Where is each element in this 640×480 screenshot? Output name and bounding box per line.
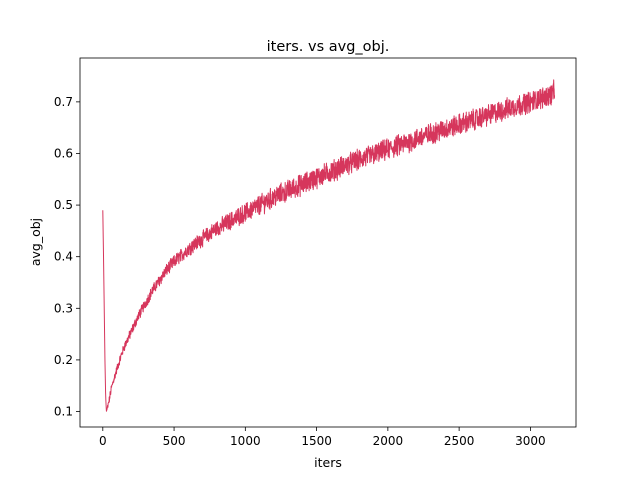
plot-area — [102, 79, 556, 412]
y-tick-label: 0.2 — [54, 353, 73, 367]
x-axis: 0 500 1000 1500 2000 2500 3000 — [99, 427, 546, 448]
axes-frame — [79, 57, 577, 428]
y-axis: 0.1 0.2 0.3 0.4 0.5 0.6 0.7 — [54, 95, 80, 419]
series-line — [102, 79, 556, 412]
x-tick-label: 500 — [163, 434, 186, 448]
x-tick-label: 2500 — [444, 434, 475, 448]
x-tick-label: 1500 — [301, 434, 332, 448]
y-tick-label: 0.5 — [54, 198, 73, 212]
y-tick-label: 0.4 — [54, 250, 73, 264]
y-tick-label: 0.3 — [54, 301, 73, 315]
y-tick-label: 0.1 — [54, 405, 73, 419]
x-tick-label: 0 — [99, 434, 107, 448]
x-tick-label: 2000 — [373, 434, 404, 448]
y-axis-label: avg_obj — [28, 218, 43, 266]
x-axis-label: iters — [314, 455, 342, 470]
y-tick-label: 0.6 — [54, 146, 73, 160]
y-tick-label: 0.7 — [54, 95, 73, 109]
x-tick-label: 3000 — [515, 434, 546, 448]
x-tick-label: 1000 — [230, 434, 261, 448]
chart-title: iters. vs avg_obj. — [267, 39, 390, 55]
